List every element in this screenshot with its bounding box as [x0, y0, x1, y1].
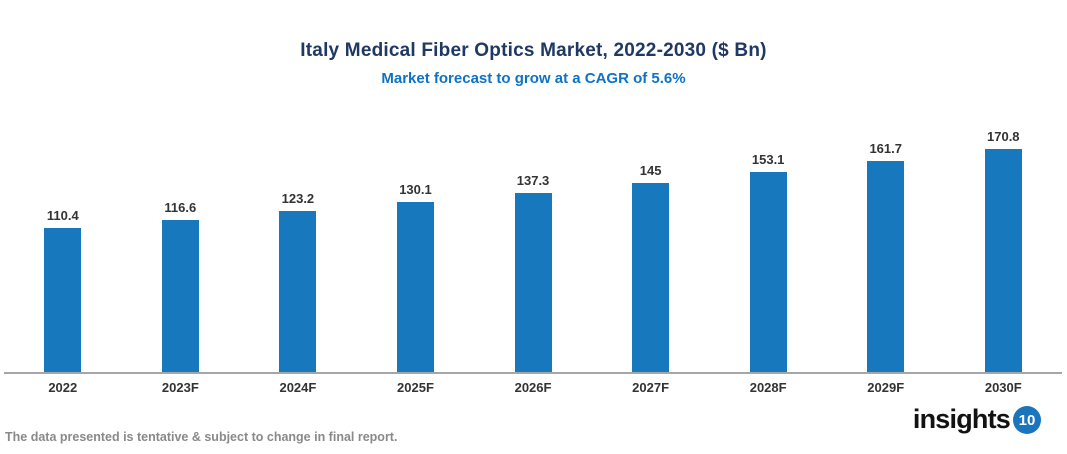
bar [44, 227, 82, 372]
bar [161, 219, 199, 372]
bar-column: 130.1 [357, 182, 475, 372]
bar-value-label: 145 [639, 162, 662, 178]
bar-column: 123.2 [239, 191, 357, 372]
bar-value-label: 137.3 [516, 172, 550, 188]
bar-value-label: 170.8 [987, 129, 1020, 144]
bar [396, 202, 434, 372]
x-axis-label: 2022 [48, 380, 78, 395]
bar-value-label: 153.1 [751, 152, 785, 168]
logo-badge-icon: 10 [1013, 406, 1041, 434]
x-axis-label: 2030F [984, 380, 1022, 395]
x-axis: 2022 2023F 2024F 2025F 2026F 2027F 2028F 2029F 2… [4, 380, 1062, 395]
x-axis-label: 2023F [161, 380, 199, 395]
bar-column: 145 [592, 163, 710, 372]
bar-value-label: 161.7 [869, 140, 902, 156]
bar-column: 161.7 [827, 141, 945, 372]
bar-value-label: 130.1 [399, 182, 432, 198]
x-axis-label: 2025F [397, 380, 434, 395]
x-axis-label: 2027F [632, 380, 670, 395]
bar-column: 137.3 [474, 173, 592, 372]
chart-header: Italy Medical Fiber Optics Market, 2022-… [0, 0, 1067, 87]
insights10-logo: insights 10 [913, 404, 1041, 434]
bar-column: 170.8 [945, 129, 1063, 372]
x-axis-label: 2029F [867, 380, 905, 395]
bar-value-label: 110.4 [46, 207, 79, 223]
chart-subtitle: Market forecast to grow at a CAGR of 5.6… [381, 70, 686, 87]
bar [984, 149, 1022, 372]
logo-wordmark: insights [912, 403, 1011, 434]
bar [867, 160, 905, 372]
chart-title: Italy Medical Fiber Optics Market, 2022-… [300, 40, 767, 61]
x-axis-label: 2026F [514, 380, 552, 395]
bar-column: 153.1 [709, 152, 827, 372]
bar-value-label: 123.2 [281, 191, 315, 207]
bar [514, 192, 552, 372]
bar [632, 182, 670, 372]
bar-column: 110.4 [4, 208, 122, 372]
x-axis-label: 2028F [749, 380, 787, 395]
x-axis-label: 2024F [279, 380, 317, 395]
bar [279, 211, 317, 372]
bar-column: 116.6 [122, 200, 240, 372]
bar [749, 172, 787, 372]
bar-value-label: 116.6 [164, 199, 197, 215]
disclaimer-text: The data presented is tentative & subjec… [5, 430, 398, 444]
plot-area: 110.4 116.6 123.2 130.1 137.3 145 153.1 161.7 17… [4, 100, 1062, 374]
